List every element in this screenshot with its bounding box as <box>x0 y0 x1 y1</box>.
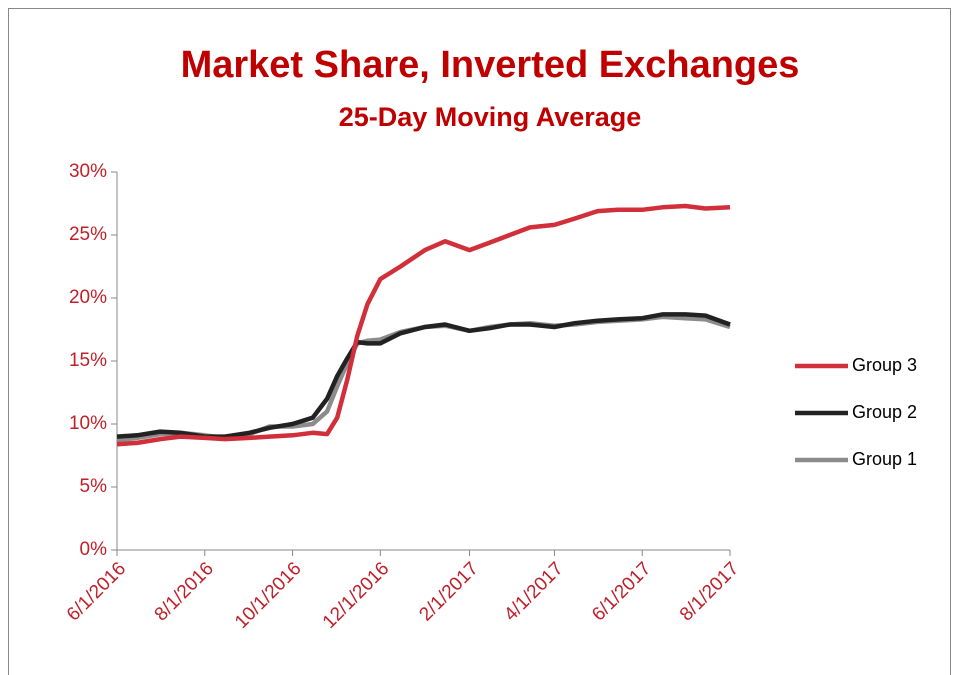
y-tick-label: 30% <box>69 161 107 182</box>
x-tick-label: 6/1/2016 <box>63 558 130 625</box>
y-tick-label: 20% <box>69 287 107 308</box>
y-tick-label: 25% <box>69 224 107 245</box>
legend-label: Group 3 <box>852 355 917 375</box>
y-tick-label: 10% <box>69 413 107 434</box>
series-line <box>116 314 731 443</box>
series-line <box>116 203 731 447</box>
legend-label: Group 1 <box>852 449 917 469</box>
x-tick-label: 12/1/2016 <box>319 558 394 633</box>
x-tick-label: 8/1/2016 <box>151 558 218 625</box>
chart-subtitle: 25-Day Moving Average <box>339 102 642 132</box>
chart-frame <box>8 8 951 675</box>
chart-title: Market Share, Inverted Exchanges <box>181 44 800 86</box>
x-tick-label: 8/1/2017 <box>676 558 743 625</box>
y-tick-label: 0% <box>80 539 108 560</box>
x-tick-label: 2/1/2017 <box>415 558 482 625</box>
x-tick-label: 10/1/2016 <box>231 558 306 633</box>
x-tick-label: 4/1/2017 <box>500 558 567 625</box>
legend-label: Group 2 <box>852 402 917 422</box>
y-tick-label: 5% <box>80 476 108 497</box>
x-tick-label: 6/1/2017 <box>588 558 655 625</box>
y-tick-label: 15% <box>69 350 107 371</box>
series-line <box>116 312 731 439</box>
